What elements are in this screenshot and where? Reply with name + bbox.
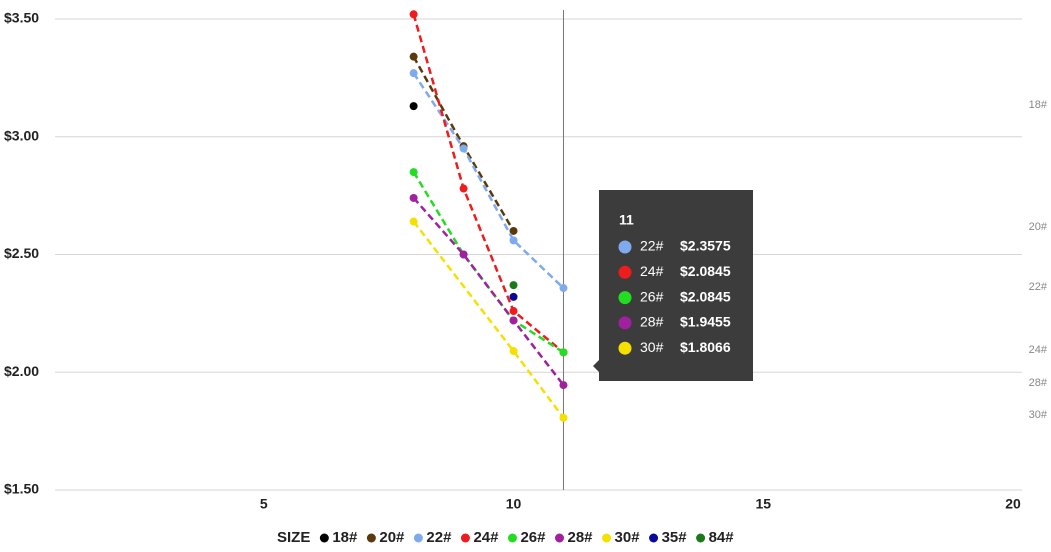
legend-label: 18# bbox=[332, 529, 358, 546]
data-point bbox=[409, 10, 418, 19]
data-point bbox=[559, 348, 568, 357]
data-point bbox=[559, 413, 568, 422]
end-label: 30# bbox=[1029, 409, 1048, 421]
data-point bbox=[409, 69, 418, 78]
legend-marker bbox=[555, 533, 564, 543]
tooltip-value: $2.0845 bbox=[680, 288, 731, 304]
data-point bbox=[459, 250, 468, 259]
tooltip-title: 11 bbox=[619, 212, 634, 228]
data-point bbox=[409, 217, 418, 226]
data-point bbox=[509, 281, 518, 290]
data-point bbox=[459, 144, 468, 153]
tooltip-value: $1.9455 bbox=[680, 314, 731, 330]
x-tick-label: 10 bbox=[506, 496, 522, 512]
legend-marker bbox=[413, 533, 423, 543]
data-point bbox=[509, 236, 518, 245]
data-point bbox=[509, 307, 518, 316]
tooltip: 11 22# $2.3575 24# $2.0845 26# $2.0845 28# $1.94… bbox=[593, 190, 753, 381]
tooltip-value: $2.3575 bbox=[680, 238, 731, 254]
tooltip-marker bbox=[618, 291, 632, 305]
legend-marker bbox=[507, 533, 517, 543]
tooltip-name: 30# bbox=[640, 339, 664, 355]
legend-marker bbox=[366, 533, 376, 543]
end-label: 20# bbox=[1029, 221, 1048, 233]
legend-label: 26# bbox=[520, 529, 546, 546]
legend-marker bbox=[649, 533, 659, 543]
data-point bbox=[509, 292, 518, 301]
end-label: 28# bbox=[1029, 377, 1048, 389]
series-line bbox=[412, 197, 565, 386]
data-point bbox=[509, 347, 518, 356]
legend-label: 28# bbox=[568, 529, 594, 546]
legend-label: 24# bbox=[473, 529, 499, 546]
tooltip-name: 24# bbox=[640, 263, 664, 279]
legend-label: 84# bbox=[709, 529, 735, 546]
legend: SIZE 18# 20# 22# 24# 26# 28# 30# 35# 84# bbox=[277, 529, 734, 546]
tooltip-name: 26# bbox=[640, 288, 664, 304]
y-tick-label: $1.50 bbox=[4, 481, 39, 497]
end-label: 24# bbox=[1029, 344, 1048, 356]
legend-label: 30# bbox=[615, 529, 641, 546]
data-point bbox=[409, 193, 418, 202]
series-line bbox=[412, 171, 565, 354]
y-tick-label: $2.00 bbox=[4, 363, 39, 379]
data-point bbox=[459, 184, 468, 193]
y-tick-label: $2.50 bbox=[4, 245, 39, 261]
legend-label: 20# bbox=[379, 529, 405, 546]
end-label: 22# bbox=[1029, 281, 1048, 293]
legend-title: SIZE bbox=[277, 529, 310, 546]
legend-label: 22# bbox=[426, 529, 452, 546]
data-point bbox=[559, 381, 568, 390]
series-line bbox=[412, 72, 565, 289]
tooltip-value: $1.8066 bbox=[680, 339, 731, 355]
tooltip-marker bbox=[618, 265, 632, 279]
data-point bbox=[409, 52, 418, 61]
legend-label: 35# bbox=[662, 529, 688, 546]
x-tick-label: 15 bbox=[755, 496, 771, 512]
x-tick-label: 5 bbox=[260, 496, 268, 512]
data-point bbox=[509, 316, 518, 325]
tooltip-marker bbox=[618, 316, 632, 330]
tooltip-marker bbox=[618, 240, 632, 254]
tooltip-name: 28# bbox=[640, 314, 664, 330]
tooltip-marker bbox=[618, 341, 632, 355]
x-tick-label: 20 bbox=[1005, 496, 1021, 512]
data-point bbox=[409, 102, 418, 111]
tooltip-value: $2.0845 bbox=[680, 263, 731, 279]
tooltip-name: 22# bbox=[640, 238, 664, 254]
y-tick-label: $3.00 bbox=[4, 127, 39, 143]
end-label: 18# bbox=[1029, 99, 1048, 111]
legend-marker bbox=[460, 533, 470, 543]
series-line bbox=[412, 13, 565, 354]
data-point bbox=[559, 284, 568, 293]
legend-marker bbox=[319, 533, 329, 543]
legend-marker bbox=[602, 533, 612, 543]
y-tick-label: $3.50 bbox=[4, 10, 39, 26]
data-point bbox=[509, 226, 518, 235]
data-point bbox=[409, 168, 418, 177]
legend-marker bbox=[696, 533, 706, 543]
tooltip-box bbox=[593, 190, 753, 381]
